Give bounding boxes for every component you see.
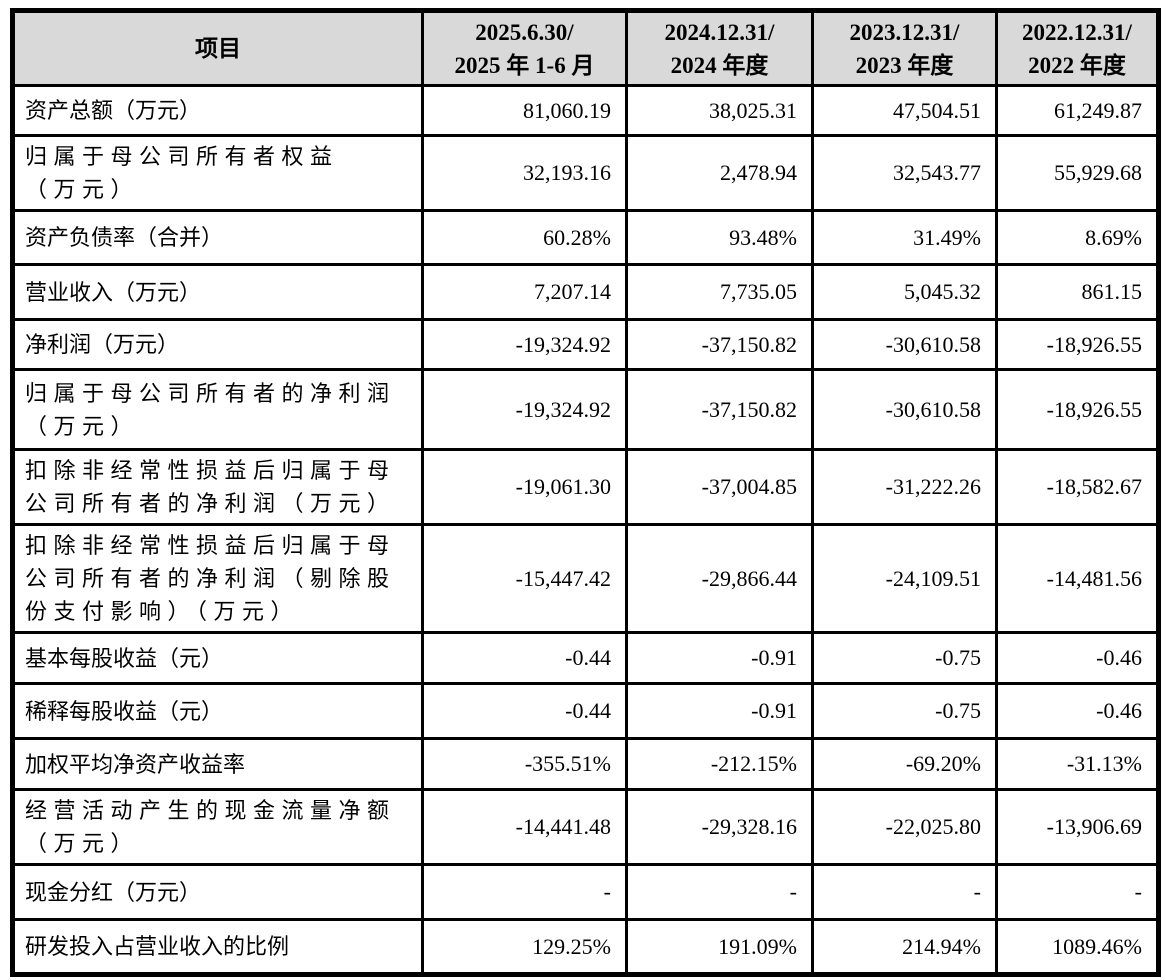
value-cell: 38,025.31 [625,84,814,137]
table-row-diluted-eps: 稀释每股收益（元） -0.44 -0.91 -0.75 -0.46 [11,682,1160,740]
column-header-2023: 2023.12.31/ 2023 年度 [811,9,998,87]
value-cell: 191.09% [625,918,814,976]
value-cell: -19,061.30 [421,448,628,526]
value-cell: -29,866.44 [625,523,814,634]
column-header-2024: 2024.12.31/ 2024 年度 [625,9,814,87]
row-label: 稀释每股收益（元） [11,682,424,740]
value-cell: -212.15% [625,737,814,791]
table-body: 资产总额（万元） 81,060.19 38,025.31 47,504.51 6… [11,84,1160,976]
value-cell: 61,249.87 [995,84,1160,137]
value-cell: -0.44 [421,631,628,685]
value-cell: 5,045.32 [811,263,998,321]
value-cell: -0.44 [421,682,628,740]
financial-summary-table: 项目 2025.6.30/ 2025 年 1-6 月 2024.12.31/ 2… [10,8,1161,977]
value-cell: -0.75 [811,682,998,740]
value-cell: 129.25% [421,918,628,976]
value-cell: 1089.46% [995,918,1160,976]
value-cell: - [995,863,1160,921]
value-cell: -14,481.56 [995,523,1160,634]
value-cell: 47,504.51 [811,84,998,137]
table-row-parent-equity: 归属于母公司所有者权益 （万元） 32,193.16 2,478.94 32,5… [11,134,1160,212]
row-label: 扣除非经常性损益后归属于母 公司所有者的净利润（剔除股 份支付影响）（万元） [11,523,424,634]
table-header: 项目 2025.6.30/ 2025 年 1-6 月 2024.12.31/ 2… [11,9,1160,87]
value-cell: -69.20% [811,737,998,791]
value-cell: -14,441.48 [421,788,628,866]
value-cell: -15,447.42 [421,523,628,634]
column-header-item: 项目 [11,9,424,87]
column-header-2022: 2022.12.31/ 2022 年度 [995,9,1160,87]
value-cell: -30,610.58 [811,368,998,451]
table-row-net-profit: 净利润（万元） -19,324.92 -37,150.82 -30,610.58… [11,318,1160,371]
row-label: 资产负债率（合并） [11,209,424,266]
table-row-basic-eps: 基本每股收益（元） -0.44 -0.91 -0.75 -0.46 [11,631,1160,685]
table-row-debt-ratio: 资产负债率（合并） 60.28% 93.48% 31.49% 8.69% [11,209,1160,266]
row-label: 加权平均净资产收益率 [11,737,424,791]
value-cell: -31.13% [995,737,1160,791]
value-cell: -0.46 [995,631,1160,685]
value-cell: -30,610.58 [811,318,998,371]
row-label: 现金分红（万元） [11,863,424,921]
row-label: 归属于母公司所有者的净利润 （万元） [11,368,424,451]
value-cell: 81,060.19 [421,84,628,137]
value-cell: 60.28% [421,209,628,266]
value-cell: - [421,863,628,921]
table-row-parent-net-profit: 归属于母公司所有者的净利润 （万元） -19,324.92 -37,150.82… [11,368,1160,451]
table-row-rd-to-revenue-ratio: 研发投入占营业收入的比例 129.25% 191.09% 214.94% 108… [11,918,1160,976]
value-cell: 55,929.68 [995,134,1160,212]
value-cell: 32,543.77 [811,134,998,212]
value-cell: -0.91 [625,631,814,685]
value-cell: 7,735.05 [625,263,814,321]
value-cell: -19,324.92 [421,368,628,451]
value-cell: 32,193.16 [421,134,628,212]
value-cell: -13,906.69 [995,788,1160,866]
value-cell: 7,207.14 [421,263,628,321]
value-cell: -22,025.80 [811,788,998,866]
value-cell: -18,926.55 [995,318,1160,371]
row-label: 扣除非经常性损益后归属于母 公司所有者的净利润（万元） [11,448,424,526]
column-header-2025: 2025.6.30/ 2025 年 1-6 月 [421,9,628,87]
value-cell: -37,150.82 [625,368,814,451]
table-row-total-assets: 资产总额（万元） 81,060.19 38,025.31 47,504.51 6… [11,84,1160,137]
row-label: 经营活动产生的现金流量净额 （万元） [11,788,424,866]
value-cell: 214.94% [811,918,998,976]
value-cell: 8.69% [995,209,1160,266]
row-label: 研发投入占营业收入的比例 [11,918,424,976]
value-cell: -29,328.16 [625,788,814,866]
value-cell: -37,004.85 [625,448,814,526]
row-label: 资产总额（万元） [11,84,424,137]
value-cell: -0.91 [625,682,814,740]
value-cell: -19,324.92 [421,318,628,371]
value-cell: -0.75 [811,631,998,685]
row-label: 基本每股收益（元） [11,631,424,685]
header-row: 项目 2025.6.30/ 2025 年 1-6 月 2024.12.31/ 2… [11,9,1160,87]
table-row-revenue: 营业收入（万元） 7,207.14 7,735.05 5,045.32 861.… [11,263,1160,321]
table-row-weighted-roe: 加权平均净资产收益率 -355.51% -212.15% -69.20% -31… [11,737,1160,791]
row-label: 营业收入（万元） [11,263,424,321]
value-cell: 861.15 [995,263,1160,321]
value-cell: -18,926.55 [995,368,1160,451]
row-label: 净利润（万元） [11,318,424,371]
table-row-deducted-net-profit: 扣除非经常性损益后归属于母 公司所有者的净利润（万元） -19,061.30 -… [11,448,1160,526]
value-cell: - [811,863,998,921]
row-label: 归属于母公司所有者权益 （万元） [11,134,424,212]
value-cell: 2,478.94 [625,134,814,212]
table-row-operating-cash-flow: 经营活动产生的现金流量净额 （万元） -14,441.48 -29,328.16… [11,788,1160,866]
table-row-deducted-net-profit-ex-sbp: 扣除非经常性损益后归属于母 公司所有者的净利润（剔除股 份支付影响）（万元） -… [11,523,1160,634]
value-cell: -31,222.26 [811,448,998,526]
value-cell: 31.49% [811,209,998,266]
value-cell: -37,150.82 [625,318,814,371]
value-cell: 93.48% [625,209,814,266]
value-cell: -355.51% [421,737,628,791]
table-row-cash-dividend: 现金分红（万元） - - - - [11,863,1160,921]
value-cell: -0.46 [995,682,1160,740]
value-cell: -18,582.67 [995,448,1160,526]
value-cell: - [625,863,814,921]
value-cell: -24,109.51 [811,523,998,634]
